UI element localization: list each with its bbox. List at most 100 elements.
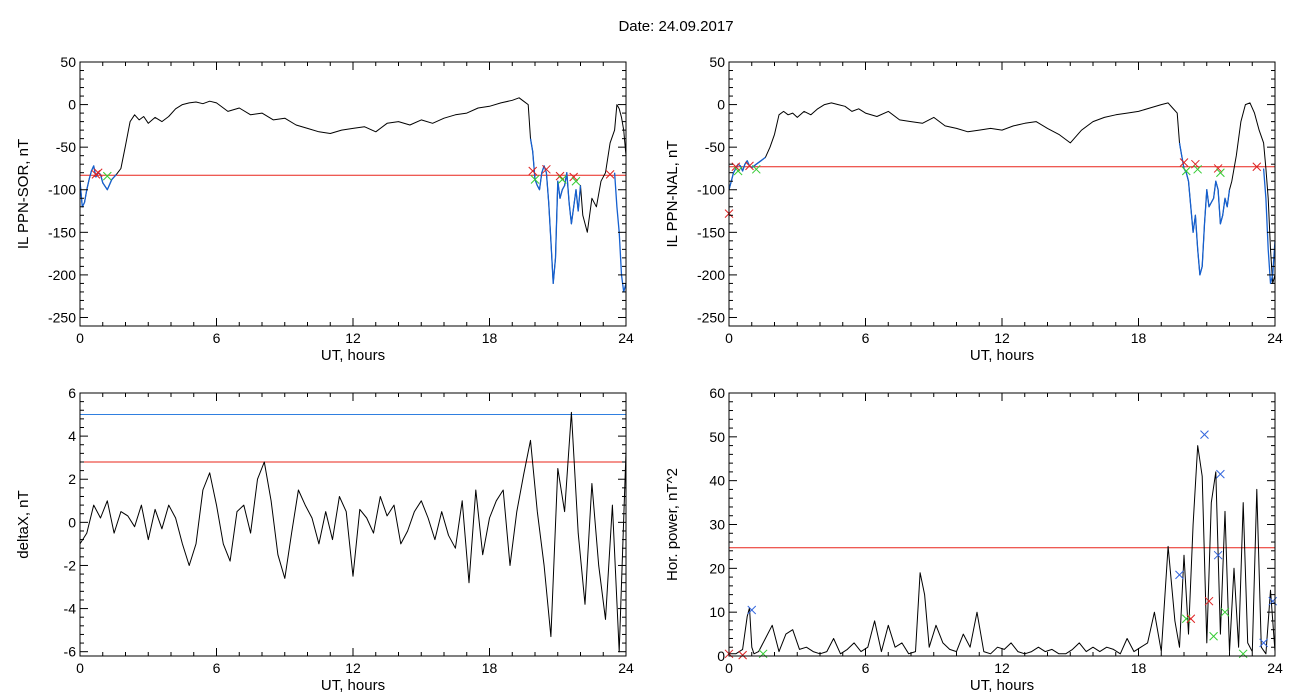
y-tick-label: -50 [705, 139, 725, 155]
highlight-series-line [1178, 142, 1231, 276]
x-marker [542, 164, 551, 174]
x-marker-stroke [1179, 158, 1189, 167]
panel-hor-power: 0 6 12 18 24 0 10 20 30 40 50 60 UT, hours Hor. power… [664, 385, 1283, 694]
x-marker [738, 650, 748, 660]
x-marker-stroke [1213, 550, 1223, 560]
panel-ppn-nal: 0 6 12 18 24 -250 -200 -150 -100 -50 0 50 UT, hours I… [664, 54, 1283, 364]
data-series-line [79, 411, 627, 653]
y-tick-label: -2 [64, 557, 77, 573]
y-axis-label: IL PPN-NAL, nT [664, 141, 681, 248]
y-tick-label: -100 [697, 182, 725, 198]
plot-frame [79, 61, 627, 327]
data-series-line [729, 445, 1276, 655]
y-axis-label: Hor. power, nT^2 [664, 468, 681, 581]
y-tick-label: -250 [48, 309, 76, 325]
highlight-series-line [728, 156, 766, 190]
y-tick-label: 0 [717, 648, 725, 664]
x-marker [1179, 158, 1189, 167]
y-tick-label: -200 [48, 267, 76, 283]
x-tick-label: 12 [994, 660, 1010, 676]
y-tick-label: 2 [68, 471, 76, 487]
x-marker-stroke [530, 175, 540, 184]
x-tick-label: 12 [345, 330, 361, 346]
x-marker [1209, 631, 1218, 641]
x-tick-label: 6 [213, 330, 221, 346]
x-marker [1193, 164, 1203, 174]
x-marker-stroke [569, 172, 579, 182]
x-marker-stroke [751, 164, 761, 174]
y-tick-label: 0 [68, 514, 76, 530]
x-axis-label: UT, hours [970, 347, 1034, 364]
x-tick-label: 0 [725, 660, 733, 676]
x-marker-stroke [747, 605, 757, 615]
y-tick-label: -200 [697, 267, 725, 283]
y-tick-label: -6 [64, 644, 77, 660]
x-marker [745, 161, 754, 171]
x-tick-label: 0 [725, 330, 733, 346]
x-tick-label: 0 [76, 660, 84, 676]
x-marker-stroke [1204, 596, 1214, 606]
highlight-series-line [529, 138, 582, 285]
panel-ppn-sor: 0 6 12 18 24 -250 -200 -150 -100 -50 0 50 UT, hours I… [15, 54, 634, 364]
x-marker [758, 649, 768, 659]
x-marker [1220, 607, 1230, 617]
x-marker [1181, 166, 1191, 176]
x-marker-stroke [1259, 638, 1268, 648]
x-tick-label: 18 [1131, 330, 1147, 346]
y-axis-label: IL PPN-SOR, nT [15, 139, 32, 249]
x-marker [747, 605, 757, 615]
y-tick-label: 0 [68, 97, 76, 113]
x-marker [1238, 649, 1248, 659]
x-marker-stroke [1209, 631, 1218, 641]
page-title: Date: 24.09.2017 [618, 18, 734, 35]
x-marker [605, 170, 615, 179]
y-tick-label: 40 [709, 473, 725, 489]
y-tick-label: 4 [68, 428, 76, 444]
x-tick-label: 24 [1267, 660, 1283, 676]
y-tick-label: 50 [60, 54, 76, 70]
y-tick-label: -100 [48, 182, 76, 198]
y-tick-label: -150 [48, 224, 76, 240]
y-tick-label: 0 [717, 97, 725, 113]
x-marker-stroke [542, 164, 551, 174]
x-axis-label: UT, hours [321, 347, 385, 364]
x-marker [1191, 159, 1200, 169]
y-tick-label: 60 [709, 385, 725, 401]
x-marker [1204, 596, 1214, 606]
x-marker-stroke [102, 171, 112, 181]
x-marker [751, 164, 761, 174]
y-tick-label: 50 [709, 54, 725, 70]
x-marker-stroke [1191, 159, 1200, 169]
x-marker-stroke [738, 650, 748, 660]
x-marker [1175, 570, 1184, 580]
y-tick-label: -150 [697, 224, 725, 240]
x-marker-stroke [1193, 164, 1203, 174]
x-marker [733, 166, 743, 176]
x-marker-stroke [1181, 614, 1191, 624]
x-marker-stroke [1186, 614, 1196, 624]
x-tick-label: 0 [76, 330, 84, 346]
data-series-line [79, 97, 627, 284]
x-tick-label: 18 [482, 660, 498, 676]
x-tick-label: 24 [618, 330, 634, 346]
x-marker-stroke [571, 176, 581, 186]
y-tick-label: 20 [709, 560, 725, 576]
y-tick-label: 6 [68, 385, 76, 401]
x-marker [1186, 614, 1196, 624]
y-axis-label: deltaX, nT [15, 490, 32, 558]
x-tick-label: 12 [345, 660, 361, 676]
y-tick-label: 10 [709, 604, 725, 620]
x-marker [1252, 162, 1262, 172]
x-axis-label: UT, hours [321, 677, 385, 694]
x-marker [557, 175, 567, 184]
data-series-line [728, 102, 1276, 284]
y-tick-label: 30 [709, 517, 725, 533]
x-marker [102, 171, 112, 181]
highlight-series-line [1262, 168, 1276, 285]
x-marker [1213, 164, 1223, 173]
x-axis-label: UT, hours [970, 677, 1034, 694]
x-marker-stroke [1200, 430, 1209, 439]
x-tick-label: 18 [482, 330, 498, 346]
